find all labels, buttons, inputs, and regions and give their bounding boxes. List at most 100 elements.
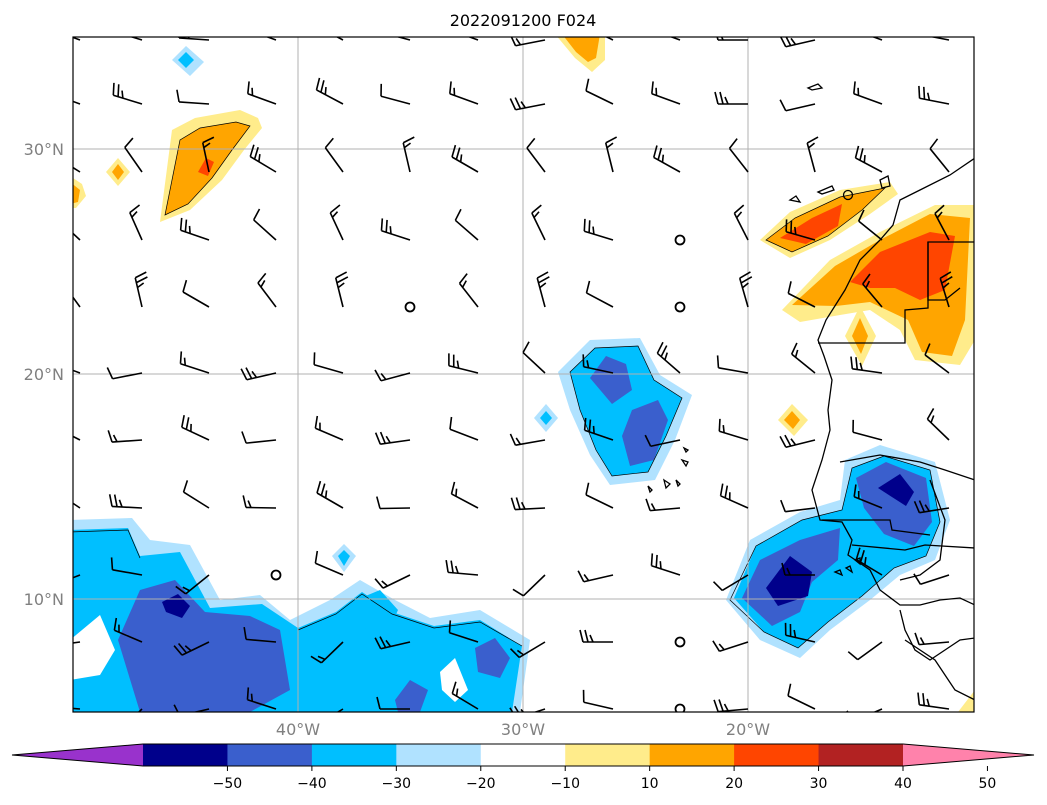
wind-barb xyxy=(374,369,411,382)
wind-barb xyxy=(243,627,277,643)
wind-barb xyxy=(728,138,749,173)
wind-barb xyxy=(787,683,816,710)
wind-barb xyxy=(712,574,749,592)
wind-barb xyxy=(73,641,81,644)
wind-barb xyxy=(380,218,411,241)
wind-barb xyxy=(510,497,546,511)
wind-barb xyxy=(73,100,81,105)
wind-barbs xyxy=(73,37,953,712)
wind-barb xyxy=(242,495,277,509)
colorbar-ticks xyxy=(226,766,988,771)
wind-barb xyxy=(106,367,143,380)
wind-barb xyxy=(650,553,681,576)
contour-line-nw xyxy=(164,121,251,216)
lat-label-10n: 10°N xyxy=(24,590,64,609)
contour-positive-nw-inner xyxy=(198,158,214,176)
wind-barb xyxy=(108,494,143,509)
contour-lines xyxy=(73,121,941,649)
wind-barb xyxy=(402,136,415,173)
wind-barb xyxy=(310,641,344,664)
colorbar: −50 −40 −30 −20 −10 10 20 30 40 50 xyxy=(11,743,1035,792)
wind-barb xyxy=(585,78,614,105)
border-west-sahara xyxy=(818,241,974,344)
wind-barb xyxy=(113,617,143,643)
wind-barb xyxy=(790,342,816,374)
map-frame xyxy=(72,36,975,713)
wind-barb xyxy=(716,355,749,374)
wind-barb xyxy=(449,416,479,441)
wind-barb xyxy=(914,632,950,646)
gridlines xyxy=(73,37,974,712)
coast-cape-verde xyxy=(647,446,690,494)
wind-barb xyxy=(73,166,81,173)
wind-barb xyxy=(784,622,816,643)
wind-barb xyxy=(467,37,479,41)
wind-barb xyxy=(181,415,210,441)
wind-barb xyxy=(182,480,210,509)
wind-barb xyxy=(454,208,479,241)
lon-label-20w: 20°W xyxy=(726,720,770,739)
lat-label-30n: 30°N xyxy=(24,140,64,159)
wind-barb xyxy=(313,352,344,374)
colorbar-segment xyxy=(649,744,735,766)
calm-wind-marker xyxy=(674,703,686,712)
wind-barb xyxy=(510,37,546,47)
wind-barb xyxy=(918,85,950,105)
wind-barb xyxy=(445,560,479,576)
wind-barb xyxy=(315,77,344,105)
wind-barb xyxy=(249,144,277,173)
wind-barb xyxy=(781,562,815,576)
calm-wind-marker xyxy=(404,301,416,313)
wind-barb xyxy=(73,502,81,509)
wind-barb xyxy=(585,280,614,308)
wind-barb xyxy=(73,574,81,579)
lon-labels: 40°W 30°W 20°W xyxy=(276,720,770,739)
contour-negative-sw-mid-small xyxy=(356,590,398,632)
wind-barb xyxy=(451,681,479,710)
map-title: 2022091200 F024 xyxy=(450,11,597,30)
wind-barb xyxy=(583,218,614,241)
wind-barb xyxy=(334,271,349,308)
colorbar-label: 50 xyxy=(979,776,997,792)
contour-line-sw xyxy=(73,529,523,647)
wind-barb xyxy=(926,408,950,441)
lat-label-20n: 20°N xyxy=(24,365,64,384)
colorbar-outline xyxy=(11,743,1035,767)
contour-negative-central-small-inner xyxy=(540,411,552,425)
wind-barb xyxy=(110,557,143,576)
wind-barb xyxy=(448,620,479,643)
wind-barb xyxy=(871,37,883,41)
wind-barb xyxy=(605,37,614,41)
wind-barb xyxy=(451,144,479,173)
wind-barb xyxy=(458,273,479,308)
wind-barb xyxy=(448,353,479,374)
wind-barb xyxy=(846,708,883,712)
wind-barb xyxy=(129,37,143,41)
calm-wind-marker xyxy=(674,234,686,246)
wind-barb xyxy=(645,498,681,512)
wind-barb xyxy=(134,271,148,308)
wind-barb xyxy=(173,704,210,712)
calm-winds xyxy=(270,234,686,712)
border-mauritania xyxy=(927,242,961,301)
wind-barb xyxy=(374,574,411,589)
wind-barb xyxy=(712,640,749,653)
wind-barb xyxy=(604,136,618,173)
coastline-africa xyxy=(811,157,974,606)
wind-barb xyxy=(577,570,614,583)
wind-barb xyxy=(714,91,748,105)
wind-barb xyxy=(716,37,748,41)
wind-barb xyxy=(585,482,614,509)
wind-barb xyxy=(129,204,143,241)
contour-positive-small-2-inner xyxy=(784,411,800,429)
colorbar-segment xyxy=(143,744,228,766)
wind-barb xyxy=(252,208,277,241)
wind-barb xyxy=(240,367,277,381)
wind-barb xyxy=(526,137,546,173)
wind-barb xyxy=(175,574,210,595)
wind-barb xyxy=(733,204,749,241)
wind-barb xyxy=(850,356,883,374)
coast-canary-isles xyxy=(788,175,891,203)
contour-positive-ne-lower-inner xyxy=(850,232,955,300)
wind-barb xyxy=(395,37,411,41)
